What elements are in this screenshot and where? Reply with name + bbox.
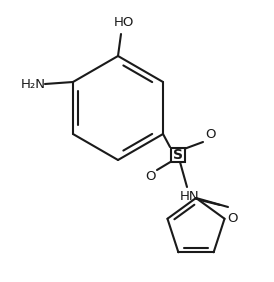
- Text: S: S: [173, 148, 183, 162]
- Text: O: O: [145, 171, 155, 184]
- Text: O: O: [205, 129, 215, 142]
- Text: H₂N: H₂N: [21, 78, 45, 91]
- Text: HO: HO: [114, 16, 134, 28]
- FancyBboxPatch shape: [171, 148, 185, 162]
- Text: O: O: [227, 212, 238, 225]
- Text: HN: HN: [180, 191, 200, 204]
